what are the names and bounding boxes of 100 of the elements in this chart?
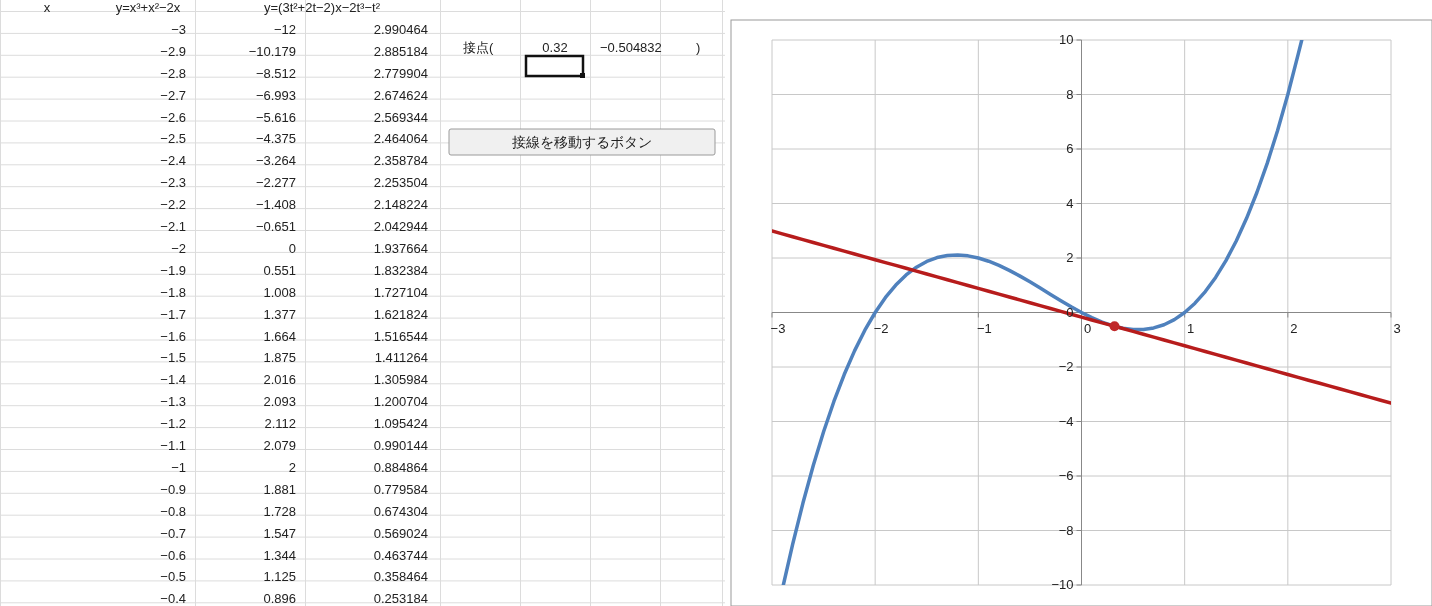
text: 1.344 xyxy=(263,547,296,563)
text: 0.896 xyxy=(263,591,296,606)
text: 0.569024 xyxy=(373,525,428,541)
text: 2.569344 xyxy=(373,109,428,125)
text: ) xyxy=(696,40,701,55)
text: y=(3t²+2t−2)x−2t³−t² xyxy=(264,0,381,15)
text: −2 xyxy=(171,240,186,256)
text: 0.990144 xyxy=(373,438,428,453)
text: 1.516544 xyxy=(373,328,428,344)
text: 0.884864 xyxy=(373,459,428,475)
x-tick-label: 3 xyxy=(1393,320,1401,336)
text: −0.6 xyxy=(160,547,186,563)
text: −2.5 xyxy=(160,131,186,147)
y-tick-label: −4 xyxy=(1058,413,1074,429)
text: −0.7 xyxy=(160,525,186,541)
text: 1.547 xyxy=(263,525,296,541)
text: −2.9 xyxy=(160,43,186,59)
text: 2.112 xyxy=(264,416,296,432)
text: 2.093 xyxy=(263,394,296,410)
text: −1.1 xyxy=(160,438,186,453)
text: −1.2 xyxy=(160,416,186,432)
x-tick-label: −3 xyxy=(770,320,786,336)
text: −2.8 xyxy=(160,65,186,81)
text: −1.9 xyxy=(160,262,186,278)
text: −0.8 xyxy=(160,503,186,519)
text: 2 xyxy=(288,459,296,475)
x-tick-label: 1 xyxy=(1187,320,1195,336)
text: 1.937664 xyxy=(373,240,428,256)
y-tick-label: −2 xyxy=(1058,359,1074,374)
text: 2.990464 xyxy=(373,21,428,37)
text: −1 xyxy=(171,459,186,475)
text: −1.7 xyxy=(160,306,186,322)
text: 0.32 xyxy=(542,40,568,55)
text: 0.253184 xyxy=(373,591,428,606)
text: −0.4 xyxy=(160,591,186,606)
text: −0.9 xyxy=(160,481,186,497)
text: 接点( xyxy=(463,40,494,55)
x-tick-label: −2 xyxy=(873,320,889,336)
text: −1.8 xyxy=(160,284,186,300)
text: −10.179 xyxy=(248,43,296,59)
text: 2.885184 xyxy=(373,43,428,59)
y-tick-label: 2 xyxy=(1066,250,1074,265)
text: −5.616 xyxy=(255,109,296,125)
text: 1.875 xyxy=(263,350,296,366)
y-tick-label: 10 xyxy=(1059,32,1074,47)
text: 1.881 xyxy=(263,481,296,497)
text: 0.674304 xyxy=(373,503,428,519)
text: 2.253504 xyxy=(373,175,428,191)
y-tick-label: 8 xyxy=(1066,86,1074,102)
text: −1.408 xyxy=(255,197,296,213)
text: 2.358784 xyxy=(373,153,428,169)
text: −1.3 xyxy=(160,394,186,410)
y-tick-label: −10 xyxy=(1051,577,1074,592)
text: −0.5 xyxy=(160,569,186,585)
text: 1.095424 xyxy=(373,416,428,432)
text: −12 xyxy=(273,21,296,37)
text: y=x³+x²−2x xyxy=(115,0,181,15)
text: 1.008 xyxy=(263,284,296,300)
button: 接線を移動するボタン xyxy=(448,128,716,156)
text: −3 xyxy=(171,21,186,37)
text: 2.079 xyxy=(263,438,296,453)
text: 1.377 xyxy=(263,306,296,322)
text: 1.200704 xyxy=(373,394,428,410)
x-tick-label: 2 xyxy=(1290,320,1298,336)
text: 0.779584 xyxy=(373,481,428,497)
text: −2.3 xyxy=(160,175,186,191)
text: 1.664 xyxy=(263,328,296,344)
text: x xyxy=(43,0,51,15)
text: 0.463744 xyxy=(373,547,428,563)
text: −0.651 xyxy=(255,219,296,234)
text: −2.277 xyxy=(255,175,296,191)
text: 2.148224 xyxy=(373,197,428,213)
text: −8.512 xyxy=(255,65,296,81)
y-tick-label: −8 xyxy=(1058,522,1074,538)
text: 1.411264 xyxy=(374,350,428,366)
text: 0.358464 xyxy=(373,569,428,585)
text: 1.832384 xyxy=(373,262,428,278)
text: 2.674624 xyxy=(373,87,428,103)
text: 1.305984 xyxy=(373,372,428,388)
y-tick-label: −6 xyxy=(1058,468,1074,483)
text: −2.6 xyxy=(160,109,186,125)
text: 0 xyxy=(288,240,296,256)
text: −2.2 xyxy=(160,197,186,213)
text: 2.779904 xyxy=(373,65,428,81)
x-tick-label: 0 xyxy=(1083,320,1092,336)
text: 1.727104 xyxy=(373,284,428,300)
line-series xyxy=(772,229,1391,405)
y-tick-label: 4 xyxy=(1066,195,1074,211)
x-tick-label: −1 xyxy=(976,320,992,336)
text: −1.6 xyxy=(160,328,186,344)
text: 1.621824 xyxy=(373,306,428,322)
y-tick-label: 6 xyxy=(1066,141,1074,156)
text: −1.5 xyxy=(160,350,186,366)
text: −1.4 xyxy=(160,372,186,388)
text: −0.504832 xyxy=(600,40,662,55)
text: 0.551 xyxy=(263,262,296,278)
text: 1.728 xyxy=(263,503,296,519)
text: 2.016 xyxy=(263,372,296,388)
text: −3.264 xyxy=(255,153,296,169)
text: −2.1 xyxy=(160,219,186,234)
